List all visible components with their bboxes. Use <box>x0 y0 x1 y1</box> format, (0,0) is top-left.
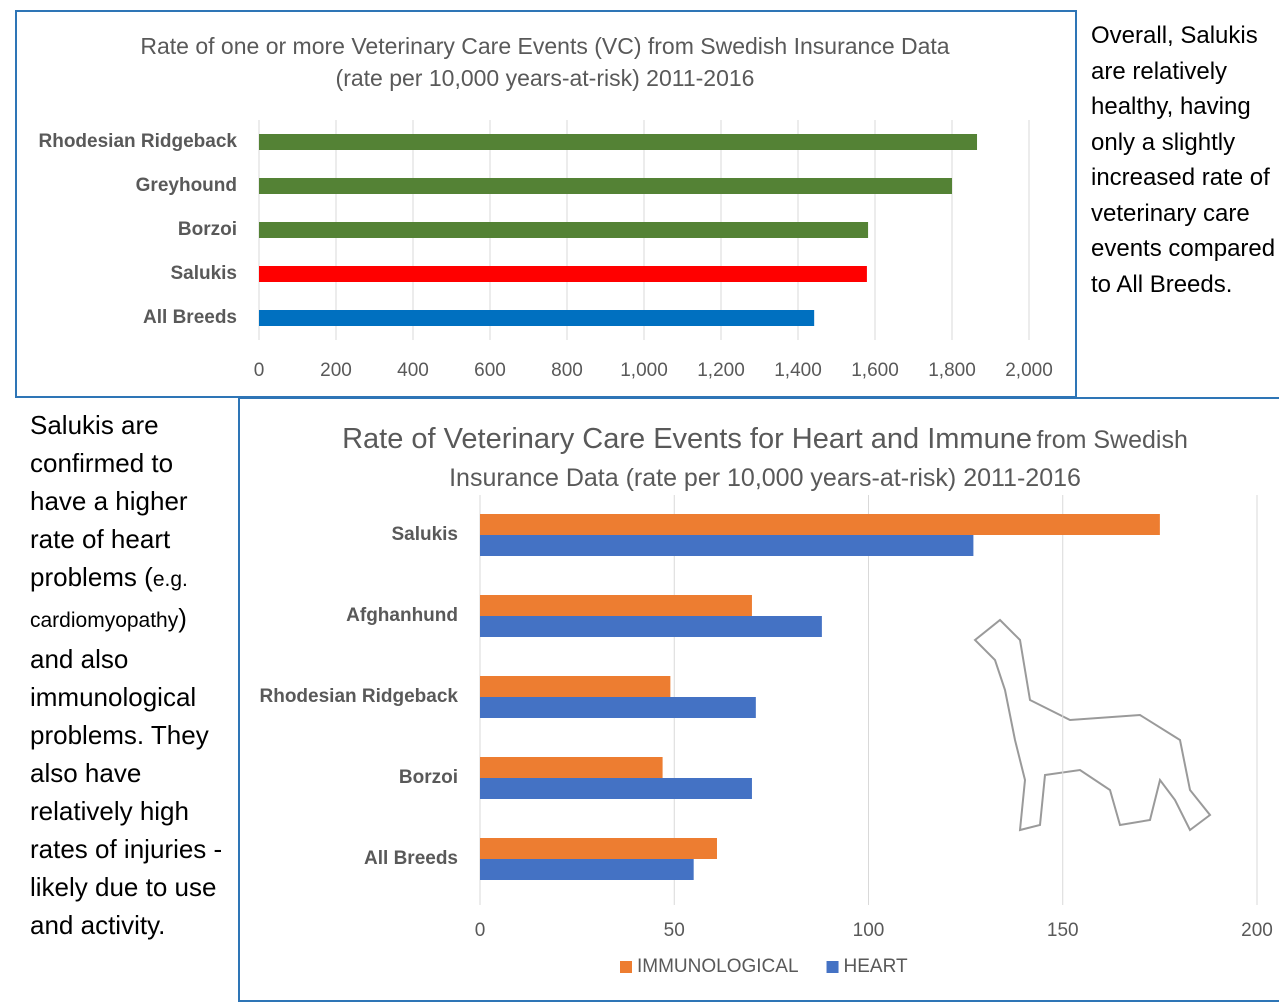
x-tick-label: 1,600 <box>851 360 899 381</box>
legend-label: IMMUNOLOGICAL <box>637 956 799 977</box>
x-tick-label: 800 <box>551 360 583 381</box>
x-tick-label: 600 <box>474 360 506 381</box>
note: Overall, Salukis are relatively healthy,… <box>1091 22 1276 298</box>
legend-label: HEART <box>844 956 908 977</box>
y-tick-label: Salukis <box>170 263 237 284</box>
y-tick-label: Greyhound <box>136 175 237 196</box>
bar <box>480 697 756 718</box>
note: Salukis are confirmed to have a higher r… <box>30 406 230 944</box>
y-tick-label: All Breeds <box>143 307 237 328</box>
bar <box>259 134 978 150</box>
y-tick-label: Borzoi <box>178 219 237 240</box>
bar <box>480 514 1160 535</box>
bar <box>259 222 869 238</box>
bar <box>480 778 752 799</box>
legend-swatch <box>826 961 839 973</box>
bar <box>480 757 663 778</box>
x-tick-label: 400 <box>397 360 429 381</box>
note-text: e.g. cardiomyopathy <box>30 568 188 632</box>
x-tick-label: 0 <box>254 360 265 381</box>
note-text: Salukis are confirmed to have a higher r… <box>30 410 188 592</box>
x-tick-label: 1,000 <box>620 360 668 381</box>
note-text: ) and also immunological problems. They … <box>30 603 223 940</box>
chart-subtitle: from Swedish Insurance Data (rate per 10… <box>449 426 1188 493</box>
x-tick-label: 150 <box>1047 920 1079 941</box>
x-tick-label: 200 <box>320 360 352 381</box>
y-tick-label: Afghanhund <box>346 605 458 626</box>
x-tick-label: 200 <box>1241 920 1273 941</box>
bar <box>480 595 752 616</box>
dog-illustration <box>973 618 1212 832</box>
x-tick-label: 100 <box>853 920 885 941</box>
bar <box>480 859 694 880</box>
bar <box>480 535 974 556</box>
bar <box>259 310 815 326</box>
x-tick-label: 1,400 <box>774 360 822 381</box>
legend-swatch <box>620 961 632 973</box>
x-tick-label: 0 <box>475 920 486 941</box>
bar <box>480 676 671 697</box>
y-tick-label: Salukis <box>391 524 458 545</box>
y-tick-label: All Breeds <box>364 848 458 869</box>
y-tick-label: Rhodesian Ridgeback <box>39 131 238 152</box>
bar <box>480 616 822 637</box>
chart-title: Rate of Veterinary Care Events for Heart… <box>335 418 1195 496</box>
chart-title: Rate of one or more Veterinary Care Even… <box>140 33 950 92</box>
x-tick-label: 1,200 <box>697 360 745 381</box>
bar <box>259 178 952 194</box>
chart-title: Rate of Veterinary Care Events for Heart… <box>342 423 1032 455</box>
y-tick-label: Borzoi <box>399 767 458 788</box>
x-tick-label: 50 <box>664 920 685 941</box>
x-tick-label: 1,800 <box>928 360 976 381</box>
bar <box>259 266 867 282</box>
bar <box>480 838 717 859</box>
x-tick-label: 2,000 <box>1005 360 1053 381</box>
chart-frame <box>238 397 1279 1002</box>
y-tick-label: Rhodesian Ridgeback <box>260 686 459 707</box>
